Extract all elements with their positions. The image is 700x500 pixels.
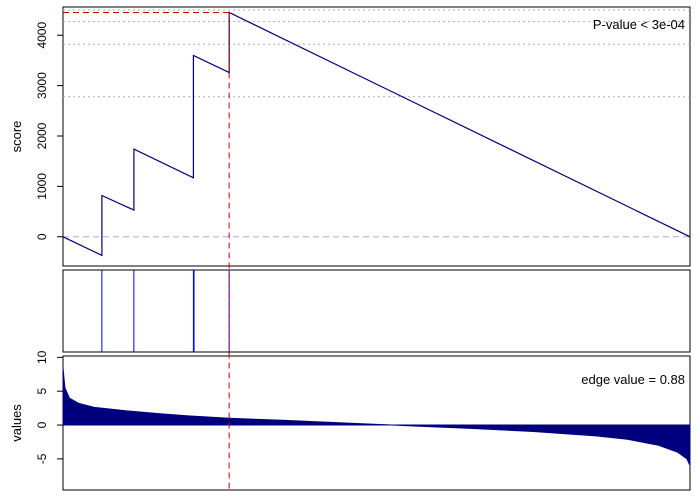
score-curve	[62, 11, 691, 257]
values-y-tick-label: 0	[35, 421, 49, 428]
hits-panel-frame	[62, 269, 691, 353]
score-y-tick-label: 3000	[35, 72, 49, 99]
score-y-tick-label: 2000	[35, 122, 49, 149]
values-y-tick-label: 5	[35, 388, 49, 395]
score-y-tick-label: 1000	[35, 173, 49, 200]
ranked-values-fill	[62, 367, 691, 466]
edge-value-annotation: edge value = 0.88	[581, 372, 685, 387]
score-panel: 0 1000 2000 3000 4000 score P-value < 3e-04	[9, 6, 691, 267]
values-y-axis: -5 0 5 10	[35, 350, 63, 464]
values-area	[62, 367, 691, 466]
values-y-tick-label: -5	[35, 453, 49, 464]
score-y-tick-label: 0	[35, 233, 49, 240]
hits-panel	[62, 269, 691, 353]
score-y-label: score	[9, 121, 24, 153]
values-panel: -5 0 5 10 values edge value = 0.88	[9, 350, 691, 491]
p-value-annotation: P-value < 3e-04	[593, 17, 685, 32]
score-panel-frame	[62, 6, 691, 267]
score-reference-lines	[63, 12, 690, 238]
score-y-tick-label: 4000	[35, 22, 49, 49]
values-y-tick-label: 10	[35, 350, 49, 364]
running-score-line	[62, 11, 691, 257]
score-y-axis: 0 1000 2000 3000 4000	[35, 22, 63, 240]
values-y-label: values	[9, 404, 24, 442]
hit-markers	[101, 270, 230, 352]
